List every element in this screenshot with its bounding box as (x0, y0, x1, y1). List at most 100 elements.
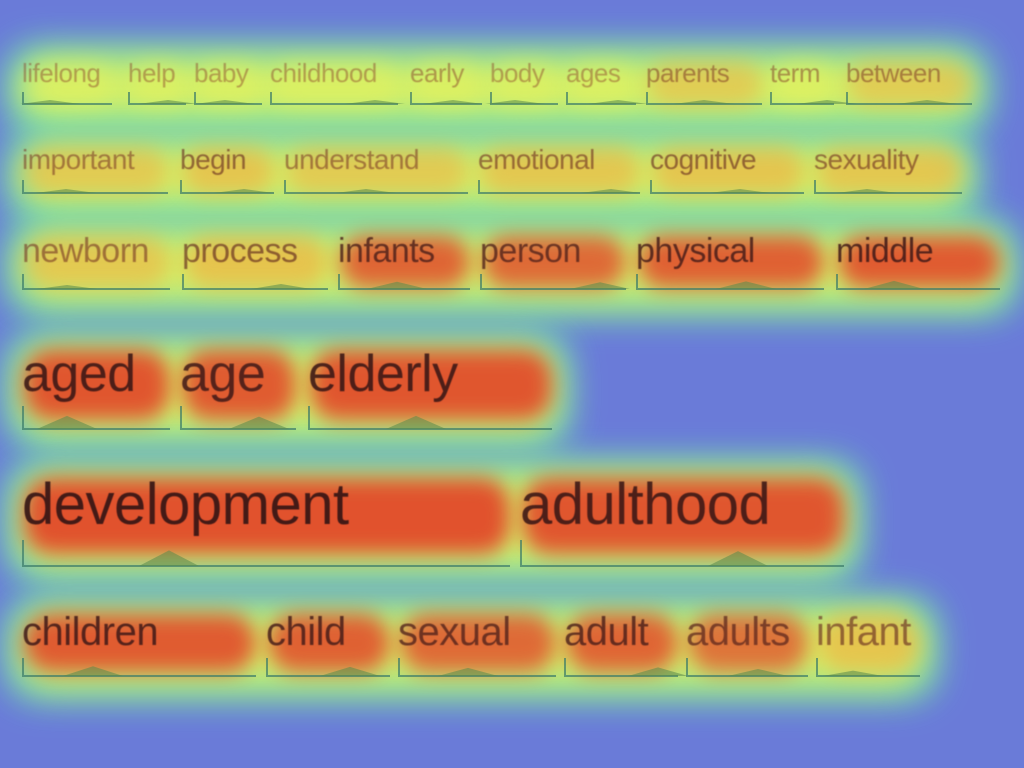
word-heat (838, 236, 1000, 288)
word-label: baby (194, 58, 249, 88)
word-heat (400, 614, 556, 672)
word-label: person (480, 232, 581, 270)
word-heat (182, 350, 296, 420)
word-sparkline (180, 180, 274, 194)
word-sparkline (308, 406, 552, 430)
word-sparkline (266, 658, 390, 677)
word-sparkline (686, 658, 808, 677)
word-label: childhood (270, 58, 377, 88)
word-sparkline (398, 658, 556, 677)
word-sparkline (478, 180, 641, 194)
word-heat (492, 62, 558, 106)
word-sparkline (816, 658, 920, 677)
word-sparkline (814, 180, 962, 194)
word-label: between (846, 58, 941, 88)
word-heat (196, 62, 262, 106)
word-sparkline (410, 92, 483, 105)
word-sparkline (194, 92, 262, 105)
word-label: begin (180, 144, 247, 175)
word-heat (24, 350, 170, 420)
word-label: understand (284, 144, 420, 175)
word-sparkline (650, 180, 804, 194)
word-label: ages (566, 58, 621, 88)
word-label: term (770, 58, 821, 88)
word-label: emotional (478, 144, 595, 175)
word-label: sexuality (814, 144, 919, 175)
word-sparkline (646, 92, 762, 105)
word-label: lifelong (22, 58, 101, 88)
word-heat (568, 62, 636, 106)
word-label: infant (816, 610, 911, 654)
word-label: adult (564, 610, 649, 654)
word-heat (272, 62, 398, 106)
word-heat (24, 148, 168, 194)
word-heat (652, 148, 804, 194)
word-heat (130, 62, 186, 106)
word-heat (182, 148, 274, 194)
word-sparkline (22, 540, 510, 567)
word-label: physical (636, 232, 755, 270)
word-heat (24, 236, 170, 288)
word-heat (848, 62, 972, 106)
word-heat (480, 148, 640, 194)
word-label: important (22, 144, 135, 175)
word-label: adults (686, 610, 790, 654)
word-sparkline (22, 658, 256, 677)
word-sparkline (566, 92, 648, 105)
word-label: aged (22, 345, 136, 403)
word-sparkline (180, 406, 296, 430)
word-heat (268, 614, 390, 672)
word-sparkline (22, 274, 170, 290)
word-label: adulthood (520, 472, 771, 537)
word-label: body (490, 58, 545, 88)
word-label: age (180, 345, 266, 403)
word-sparkline (20, 92, 112, 105)
word-heat (24, 614, 256, 672)
word-label: child (266, 610, 346, 654)
word-heat (818, 614, 920, 672)
word-heat (566, 614, 678, 672)
word-label: parents (646, 58, 730, 88)
word-sparkline (338, 274, 470, 290)
word-label: sexual (398, 610, 511, 654)
word-heat (340, 236, 470, 288)
word-label: process (182, 232, 298, 270)
word-heat (24, 478, 510, 554)
word-sparkline (846, 92, 972, 105)
word-sparkline (564, 658, 688, 677)
word-label: infants (338, 232, 435, 270)
word-heat (286, 148, 468, 194)
word-sparkline (770, 92, 857, 105)
word-label: early (410, 58, 464, 88)
word-heat (638, 236, 824, 288)
word-label: elderly (308, 345, 458, 403)
word-sparkline (836, 274, 1000, 290)
word-label: children (22, 610, 159, 654)
word-heat (482, 236, 626, 288)
word-sparkline (270, 92, 405, 105)
word-heat (816, 148, 962, 194)
word-label: newborn (22, 232, 149, 270)
word-heat (648, 62, 762, 106)
word-heat (310, 350, 552, 420)
word-sparkline (520, 540, 844, 567)
word-label: development (22, 472, 349, 537)
word-sparkline (22, 406, 170, 430)
word-sparkline (22, 180, 168, 194)
word-heat (522, 478, 844, 554)
word-sparkline (636, 274, 824, 290)
word-heat (412, 62, 482, 106)
word-sparkline (485, 92, 558, 105)
word-sparkline (128, 92, 198, 105)
word-heat (24, 62, 112, 106)
word-label: help (128, 58, 176, 88)
word-sparkline (182, 274, 328, 290)
word-sparkline (480, 274, 630, 290)
word-label: middle (836, 232, 934, 270)
word-heat (772, 62, 834, 106)
word-heat (184, 236, 328, 288)
word-label: cognitive (650, 144, 757, 175)
word-heat (688, 614, 808, 672)
word-sparkline (284, 180, 468, 194)
